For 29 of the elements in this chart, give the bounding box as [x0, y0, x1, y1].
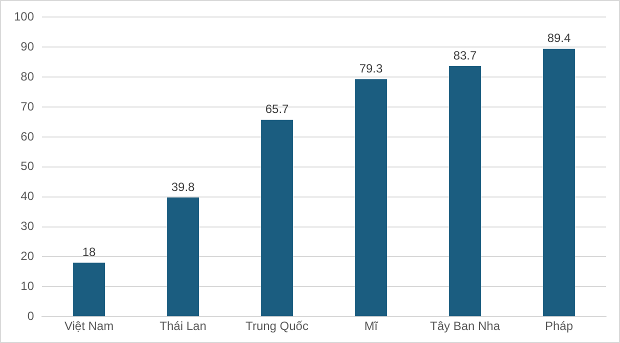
data-label: 18: [82, 245, 96, 260]
y-tick-label: 40: [20, 189, 34, 204]
y-tick-label: 20: [20, 249, 34, 264]
y-tick-label: 90: [20, 39, 34, 54]
bar: [73, 262, 105, 316]
x-tick-label: Trung Quốc: [246, 319, 308, 334]
x-tick-label: Mĩ: [364, 319, 378, 334]
bar: [355, 79, 387, 316]
y-tick-label: 60: [20, 129, 34, 144]
data-label: 89.4: [547, 31, 572, 46]
y-tick-label: 30: [20, 219, 34, 234]
y-tick-label: 10: [20, 278, 34, 293]
x-tick-label: Việt Nam: [64, 319, 114, 334]
x-tick-label: Pháp: [544, 319, 574, 334]
x-tick-label: Thái Lan: [160, 319, 206, 334]
data-label: 65.7: [265, 102, 290, 116]
y-tick-label: 50: [20, 159, 34, 174]
y-tick-label: 0: [27, 308, 34, 323]
bar: [543, 48, 575, 316]
bar: [167, 197, 199, 316]
data-label: 83.7: [453, 48, 478, 62]
x-tick-label: Tây Ban Nha: [430, 319, 500, 334]
y-tick-label: 80: [20, 69, 34, 84]
y-tick-label: 100: [14, 10, 34, 24]
y-tick-label: 70: [20, 99, 34, 114]
data-label: 39.8: [171, 180, 196, 194]
bar: [449, 66, 481, 316]
bar: [261, 120, 293, 316]
data-label: 79.3: [359, 61, 384, 76]
